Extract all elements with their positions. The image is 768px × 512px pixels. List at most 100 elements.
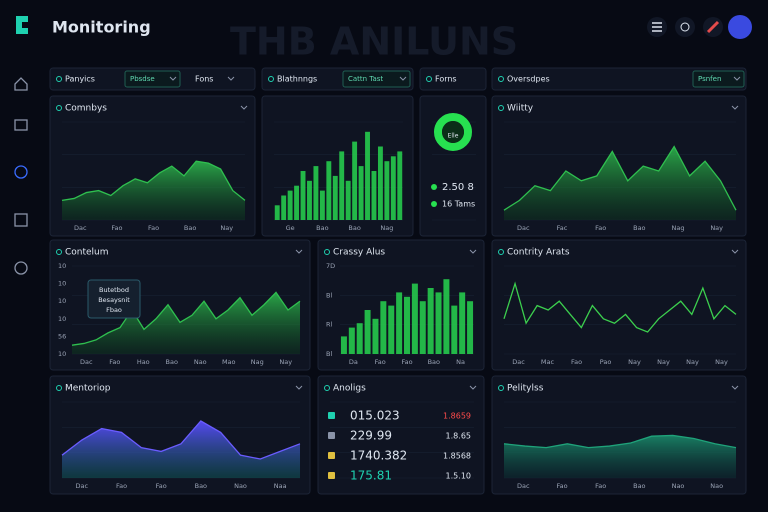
settings-glyph — [680, 22, 690, 32]
dropdown-label: Cattn Tast — [348, 75, 383, 83]
tooltip — [87, 279, 141, 319]
area-fill — [504, 146, 736, 220]
x-label: Bao — [184, 224, 196, 232]
watermark: THB ANILUNS — [230, 20, 518, 64]
x-label: Bao — [428, 358, 440, 366]
bar — [427, 288, 434, 354]
row-value: 015.023 — [350, 409, 400, 423]
bar — [356, 323, 363, 354]
bar — [300, 171, 306, 220]
x-label: Dac — [80, 358, 93, 366]
area-fill — [62, 421, 300, 478]
x-label: Dac — [517, 224, 530, 232]
x-label: Dac — [76, 482, 89, 490]
row-change: 1.8659 — [443, 412, 471, 421]
tooltip-line: Besaysnit — [98, 296, 130, 304]
tooltip-line: Butetbod — [99, 286, 129, 294]
y-label: 10 — [58, 315, 66, 323]
panel-title: Comnbys — [65, 104, 107, 114]
menu-lines — [652, 22, 662, 32]
x-label: Nao — [234, 482, 247, 490]
bar — [419, 301, 426, 354]
bar — [372, 318, 379, 354]
caret — [169, 76, 177, 81]
panel-title: Anoligs — [333, 384, 366, 394]
bar — [377, 146, 383, 220]
row-icon — [328, 432, 335, 439]
series-line — [503, 145, 737, 211]
bar — [274, 205, 280, 220]
nav-monitor[interactable] — [14, 165, 28, 179]
x-label: Naa — [274, 482, 287, 490]
legend-dot — [431, 184, 437, 190]
bar — [435, 292, 442, 354]
panel — [491, 239, 747, 371]
x-label: Fao — [595, 224, 606, 232]
row-change: 1.5.10 — [446, 472, 471, 481]
dropdown[interactable] — [342, 70, 411, 88]
x-label: Nao — [194, 358, 207, 366]
avatar[interactable] — [728, 15, 752, 39]
bar — [404, 296, 410, 354]
x-label: Fao — [595, 482, 606, 490]
x-label: Mao — [222, 358, 236, 366]
nav-stats[interactable] — [14, 119, 28, 131]
x-label: Dac — [74, 224, 87, 232]
bar — [371, 171, 377, 220]
row-value: 229.99 — [350, 429, 392, 443]
dropdown[interactable] — [124, 70, 181, 88]
nav-alerts[interactable] — [14, 261, 28, 275]
toolbar-label: Forns — [435, 75, 457, 84]
panel-icon — [498, 249, 504, 255]
y-label: Bl — [326, 291, 332, 299]
toolbar-dot — [268, 76, 274, 82]
panel-icon — [324, 385, 330, 391]
x-label: Fac — [557, 224, 568, 232]
x-label: Nay — [686, 358, 699, 366]
panel-icon — [56, 249, 62, 255]
caret — [731, 105, 739, 110]
logo — [16, 16, 28, 34]
x-label: Nay — [710, 224, 723, 232]
bar — [294, 185, 300, 220]
y-label: Bl — [326, 350, 332, 358]
row-icon — [328, 472, 335, 479]
x-label: Dac — [512, 358, 525, 366]
bar — [319, 190, 325, 220]
series-line — [503, 434, 737, 449]
row-change: 1.8568 — [443, 452, 471, 461]
donut-hole — [442, 121, 464, 143]
nav-reports[interactable] — [14, 213, 28, 227]
x-label: Fao — [375, 358, 386, 366]
legend-dot — [431, 201, 437, 207]
panel — [317, 375, 485, 495]
x-label: Mac — [541, 358, 555, 366]
panel-title: Mentoriop — [65, 384, 111, 394]
caret — [227, 76, 235, 81]
x-label: Fao — [401, 358, 412, 366]
header-icons[interactable] — [647, 15, 752, 39]
bar — [396, 292, 403, 354]
toolbar-label: Blathnngs — [277, 75, 317, 84]
sidebar[interactable] — [14, 77, 28, 275]
donut-line: 16 Tams — [442, 200, 475, 209]
bar — [451, 305, 458, 354]
x-label: Bao — [348, 224, 360, 232]
bar — [358, 166, 364, 220]
caret — [733, 76, 741, 81]
dropdown-label: Psnfen — [698, 75, 721, 83]
y-label: 10 — [58, 262, 66, 270]
app-title: Monitoring — [52, 18, 151, 37]
area-fill — [62, 161, 245, 220]
panel-title: Contelum — [65, 248, 109, 258]
donut-center: Elle — [448, 133, 459, 140]
donut-line: 2.50 8 — [442, 182, 474, 193]
toolbar-label: Panyics — [65, 75, 95, 84]
dropdown[interactable] — [692, 70, 745, 88]
nav-home[interactable] — [14, 77, 28, 91]
settings-icon[interactable] — [675, 17, 695, 37]
bar — [326, 161, 332, 220]
bar — [287, 190, 293, 220]
x-label: Bao — [316, 224, 328, 232]
